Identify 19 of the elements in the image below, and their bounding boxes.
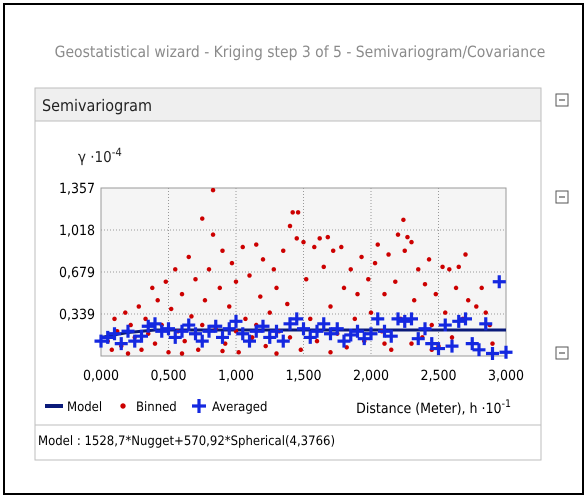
y-tick-label: 1,357	[58, 181, 95, 197]
legend-label: Model	[67, 400, 102, 415]
x-tick-label: 2,500	[420, 368, 457, 384]
x-tick-label: 1,000	[218, 368, 254, 384]
y-tick-label: 0,339	[58, 307, 95, 324]
x-axis-title: Distance (Meter), h ·10$^{-1}$	[356, 398, 511, 417]
y-axis-title: γ ·10$^{-4}$	[78, 146, 122, 166]
x-tick-label: 2,000	[352, 368, 390, 384]
x-tick-label: 1,500	[285, 368, 322, 384]
x-tick-label: 0,000	[82, 368, 120, 384]
chart-subtitle: Semivariogram	[42, 96, 152, 115]
text: Model : 1528,7*Nugget+570,92*Spherical(4,3766)	[38, 434, 336, 449]
y-tick-label: 0,679	[58, 264, 95, 281]
x-tick-label: 3,000	[488, 368, 524, 384]
legend-label: Averaged	[212, 400, 268, 415]
legend-label: Binned	[136, 400, 177, 415]
chart-title: Geostatistical wizard - Kriging step 3 of 5 - Semivariogram/Covariance	[54, 43, 546, 61]
y-tick-label: 1,018	[58, 222, 95, 239]
x-tick-label: 0,500	[150, 368, 187, 384]
